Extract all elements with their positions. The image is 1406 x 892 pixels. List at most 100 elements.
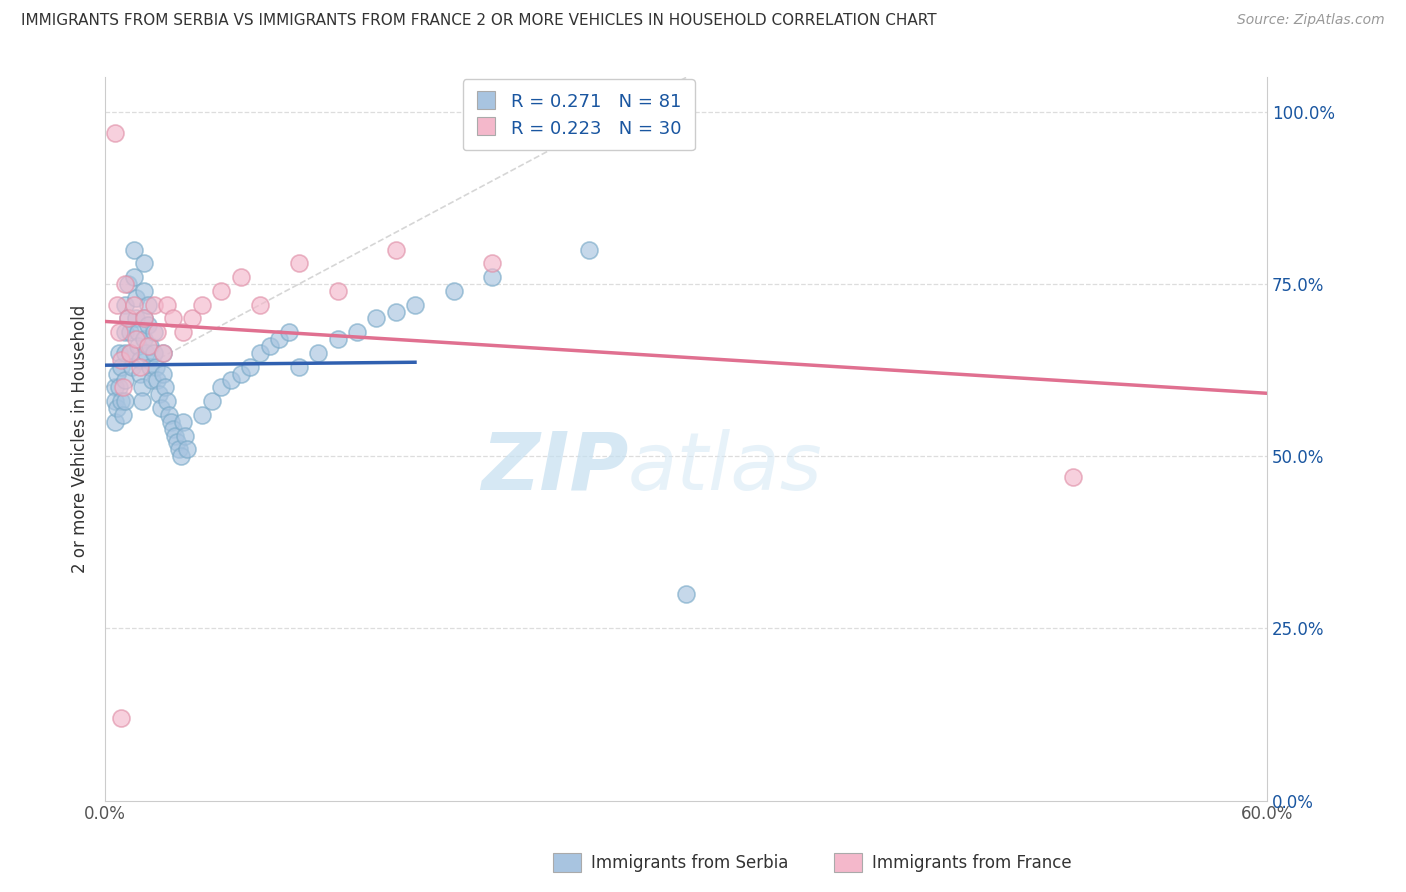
Point: [181, 311, 204, 326]
Point: [249, 298, 271, 312]
Point: [136, 298, 159, 312]
Point: [191, 298, 214, 312]
Point: [229, 367, 252, 381]
Point: [129, 359, 152, 374]
Point: [110, 352, 132, 367]
Point: [132, 311, 155, 326]
Point: [129, 352, 152, 367]
Point: [176, 442, 198, 457]
Point: [104, 380, 127, 394]
Point: [107, 380, 129, 394]
Point: [675, 587, 697, 601]
Point: [156, 394, 179, 409]
Point: [404, 298, 426, 312]
Point: [229, 270, 252, 285]
Point: [1062, 470, 1084, 484]
Point: [146, 374, 169, 388]
Legend: R = 0.271   N = 81, R = 0.223   N = 30: R = 0.271 N = 81, R = 0.223 N = 30: [463, 79, 695, 151]
Y-axis label: 2 or more Vehicles in Household: 2 or more Vehicles in Household: [72, 305, 89, 574]
Point: [172, 326, 194, 340]
Point: [136, 339, 159, 353]
Point: [259, 339, 281, 353]
Point: [114, 394, 136, 409]
Point: [121, 359, 143, 374]
Point: [114, 298, 136, 312]
Point: [132, 311, 155, 326]
Point: [120, 346, 142, 360]
Point: [139, 339, 162, 353]
Text: IMMIGRANTS FROM SERBIA VS IMMIGRANTS FROM FRANCE 2 OR MORE VEHICLES IN HOUSEHOLD: IMMIGRANTS FROM SERBIA VS IMMIGRANTS FRO…: [21, 13, 936, 29]
Point: [162, 311, 184, 326]
Point: [110, 394, 132, 409]
Point: [172, 415, 194, 429]
Text: ZIP: ZIP: [481, 429, 628, 507]
Point: [145, 359, 167, 374]
Point: [131, 394, 153, 409]
Point: [249, 346, 271, 360]
Text: Immigrants from France: Immigrants from France: [872, 855, 1071, 872]
Point: [125, 291, 148, 305]
Point: [132, 332, 155, 346]
Point: [288, 359, 311, 374]
Point: [135, 346, 157, 360]
Point: [127, 326, 149, 340]
Point: [139, 359, 162, 374]
Point: [307, 346, 329, 360]
Point: [173, 428, 195, 442]
Point: [136, 318, 159, 333]
Point: [384, 304, 406, 318]
Point: [104, 415, 127, 429]
Point: [201, 394, 224, 409]
Point: [166, 435, 188, 450]
Point: [152, 346, 174, 360]
Point: [111, 380, 134, 394]
Point: [155, 380, 177, 394]
Point: [117, 311, 139, 326]
Point: [146, 326, 169, 340]
Point: [117, 277, 139, 291]
Point: [104, 394, 127, 409]
Point: [111, 408, 134, 422]
Point: [150, 401, 173, 415]
Point: [114, 374, 136, 388]
Point: [481, 270, 503, 285]
Text: Immigrants from Serbia: Immigrants from Serbia: [591, 855, 787, 872]
Point: [105, 401, 128, 415]
Point: [288, 256, 311, 270]
Point: [122, 243, 145, 257]
Point: [117, 311, 139, 326]
Point: [152, 367, 174, 381]
Point: [481, 256, 503, 270]
Point: [219, 374, 242, 388]
Point: [443, 284, 465, 298]
Point: [114, 277, 136, 291]
Point: [114, 346, 136, 360]
Point: [278, 326, 301, 340]
Point: [162, 422, 184, 436]
Point: [125, 332, 148, 346]
Point: [132, 256, 155, 270]
Point: [209, 284, 232, 298]
Point: [110, 711, 132, 725]
Point: [132, 284, 155, 298]
Point: [163, 428, 186, 442]
Point: [131, 380, 153, 394]
Point: [127, 339, 149, 353]
Bar: [553, 853, 581, 872]
Point: [129, 367, 152, 381]
Point: [105, 367, 128, 381]
Point: [120, 346, 142, 360]
Point: [120, 326, 142, 340]
Point: [239, 359, 262, 374]
Point: [107, 346, 129, 360]
Point: [170, 449, 193, 463]
Point: [105, 298, 128, 312]
Point: [142, 298, 165, 312]
Point: [107, 326, 129, 340]
Point: [326, 332, 349, 346]
Point: [148, 387, 170, 401]
Point: [191, 408, 214, 422]
Point: [110, 359, 132, 374]
Point: [269, 332, 291, 346]
Point: [346, 326, 368, 340]
